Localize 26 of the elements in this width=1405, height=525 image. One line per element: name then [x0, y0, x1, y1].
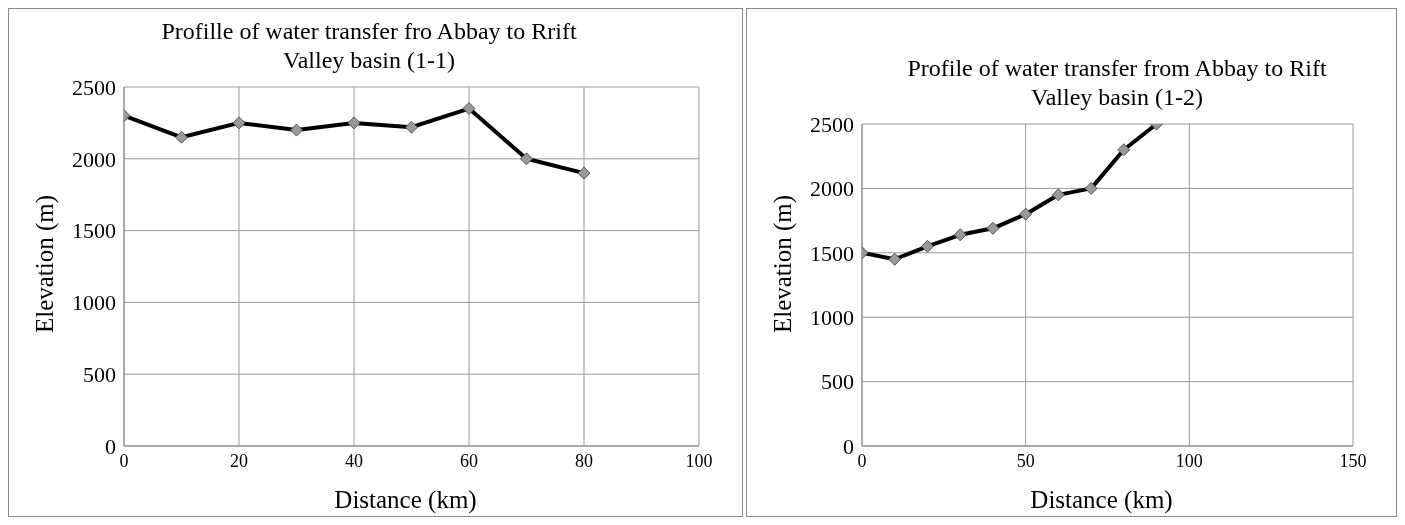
y-axis-title: Elevation (m) [31, 194, 59, 333]
x-tick-label: 40 [345, 450, 363, 471]
y-tick-label: 2500 [72, 74, 116, 100]
chart-title: Profile of water transfer from Abbay to Rift Valley basin (1-2) [906, 54, 1328, 112]
y-tick-label: 2500 [810, 111, 854, 137]
y-tick-label: 1000 [810, 305, 854, 331]
x-tick-label: 0 [119, 450, 129, 471]
x-tick-label: 80 [575, 450, 593, 471]
y-tick-label: 2000 [72, 146, 116, 172]
y-tick-label: 1500 [810, 240, 854, 266]
x-tick-label: 50 [1016, 450, 1035, 471]
x-tick-label: 0 [857, 450, 867, 471]
x-tick-label: 150 [1339, 450, 1367, 471]
x-axis-title: Distance (km) [1029, 486, 1174, 514]
y-tick-label: 1500 [72, 218, 116, 244]
chart-title: Profille of water transfer fro Abbay to Rrift Valley basin (1-1) [160, 17, 578, 75]
x-axis-title: Distance (km) [333, 486, 478, 514]
x-tick-label: 100 [685, 450, 713, 471]
x-tick-label: 100 [1175, 450, 1203, 471]
y-tick-label: 500 [821, 369, 854, 395]
x-tick-label: 20 [230, 450, 248, 471]
x-tick-label: 60 [460, 450, 478, 471]
y-tick-label: 1000 [72, 290, 116, 316]
y-axis-title: Elevation (m) [769, 194, 797, 333]
y-tick-label: 2000 [810, 176, 854, 202]
y-tick-label: 500 [83, 362, 116, 388]
